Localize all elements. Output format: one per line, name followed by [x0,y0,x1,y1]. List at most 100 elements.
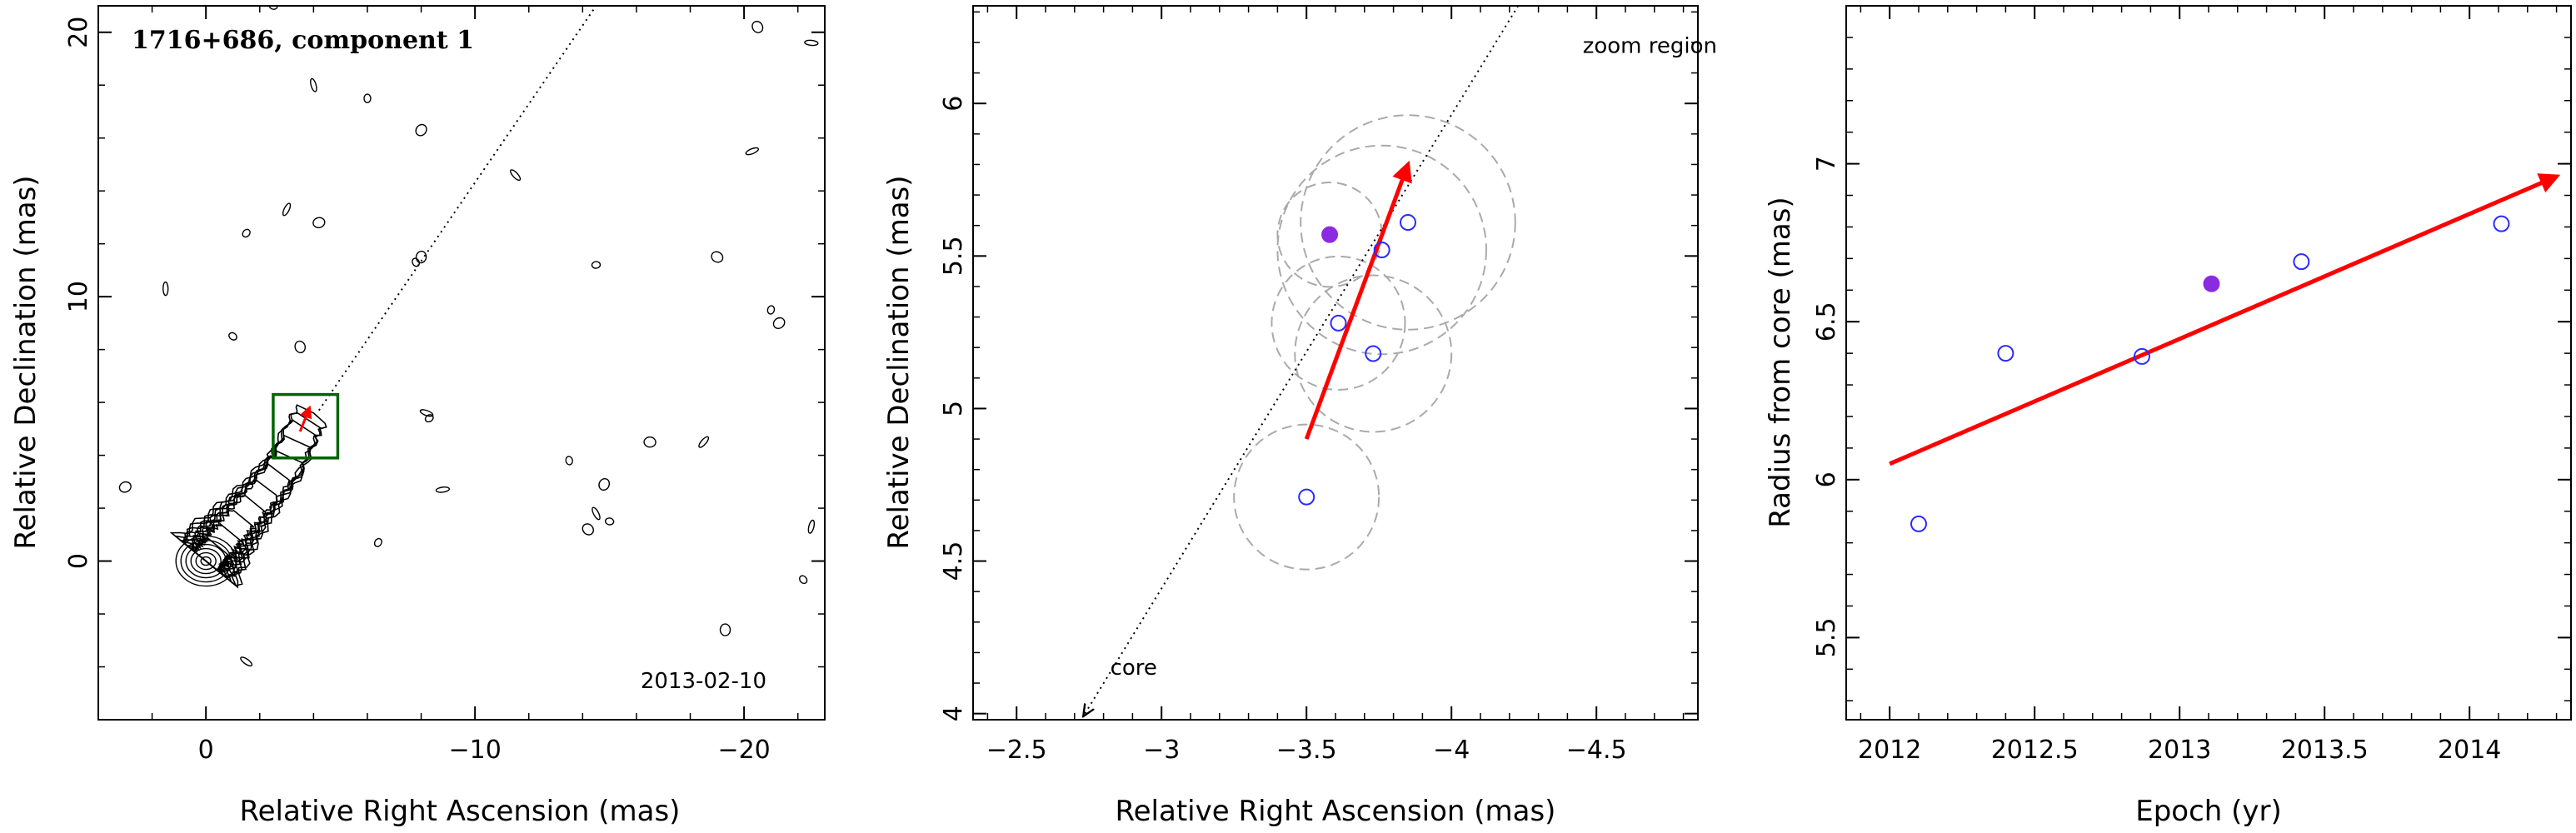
panel2-x-tick-label: −3 [1143,736,1180,765]
panel1-plot-area [118,6,819,667]
panel1-y-axis-title: Relative Declination (mas) [9,175,42,549]
jet-contour [169,404,327,586]
noise-contour [118,481,132,493]
data-point [2493,215,2510,232]
panel-contour-map: 0 −10 −20 0 10 20 1716+686, component 1 2013-… [9,5,826,828]
panel2-x-tick-label: −3.5 [1276,736,1337,765]
panel3-x-tick-label: 2012 [1858,736,1921,765]
noise-contour [162,281,169,297]
noise-contour [510,169,522,182]
data-point [1373,241,1390,258]
core-contour [180,539,232,583]
motion-arrow-small [298,405,312,432]
panel3-y-tick-label: 6 [1812,471,1841,487]
noise-contour [363,93,372,103]
core-contour [175,535,237,587]
noise-contour [766,305,776,315]
noise-contour [719,623,731,636]
panel2-x-tick-label: −2.5 [986,736,1047,765]
noise-contour [373,537,382,547]
panel3-x-tick-label: 2014 [2438,736,2501,765]
uncertainty-circle [1276,144,1487,356]
noise-contour [804,39,819,47]
uncertainty-circle [1294,274,1453,433]
data-point [1997,345,2014,362]
panel2-x-tick-label: −4 [1433,736,1470,765]
jet-contour [186,495,267,578]
noise-contour [415,250,427,264]
panel2-y-tick-label: 6 [939,96,968,112]
jet-contour [184,434,313,584]
noise-contour [435,486,451,493]
data-point [1365,345,1382,362]
panel-radius-vs-epoch: 2012 2012.5 2013 2013.5 2014 5.5 6 6.5 7 Epoch (… [1764,5,2572,828]
panel1-contours [118,6,819,667]
panel2-y-tick-label: 5.5 [939,236,968,276]
noise-contour [604,517,615,526]
noise-contour [582,523,594,536]
noise-contour [751,20,764,33]
panel3-y-tick-label: 6.5 [1812,302,1841,342]
noise-contour [711,251,724,263]
noise-contour [310,77,317,92]
panel2-y-tick-label: 5 [939,401,968,416]
panel1-y-tick-label: 10 [64,281,93,312]
jet-direction-line [318,6,597,412]
noise-contour [424,414,434,423]
panel2-x-tick-label: −4.5 [1566,736,1627,765]
noise-contour [772,317,786,329]
panel3-x-tick-label: 2012.5 [1991,736,2079,765]
panel1-y-tick-label: 0 [64,553,93,569]
noise-contour [412,257,421,267]
jet-contour [190,536,232,573]
jet-contour [179,419,318,586]
noise-contour [643,436,656,448]
panel3-x-tick-label: 2013.5 [2281,736,2369,765]
noise-contour [415,123,427,137]
noise-contour [799,575,808,585]
noise-contour [698,436,710,448]
noise-contour [294,340,307,354]
panel1-y-tick-label: 20 [64,17,93,48]
motion-arrow [1304,160,1412,440]
panel2-y-tick-label: 4.5 [939,541,968,581]
data-point-filled [2203,275,2220,292]
data-point-filled [1321,226,1339,243]
panel3-x-axis-title: Epoch (yr) [2135,795,2282,828]
noise-contour [565,456,573,466]
core-contour [195,551,217,571]
panel1-x-axis-title: Relative Right Ascension (mas) [240,795,681,828]
data-point [1298,488,1315,506]
noise-contour [745,147,760,156]
panel2-y-tick-label: 4 [939,706,968,721]
uncertainty-circle [1233,423,1380,571]
panel3-y-axis-title: Radius from core (mas) [1764,197,1797,527]
panel1-x-tick-label: −10 [448,736,501,765]
panel2-y-axis-title: Relative Declination (mas) [882,175,916,549]
panel3-frame [1845,5,2572,721]
panel1-date-label: 2013-02-10 [641,669,766,694]
panel2-marks [1083,6,1520,716]
jet-line [1083,6,1520,716]
noise-contour [268,6,278,10]
panel3-x-tick-label: 2013 [2148,736,2211,765]
panel1-frame [97,5,826,721]
panel2-plot-area [1083,6,1520,716]
noise-contour [228,332,237,341]
data-point [1910,515,1927,532]
panel3-y-tick-label: 7 [1812,156,1841,172]
noise-contour [242,228,251,238]
zoom-region-label: zoom region [1583,34,1717,59]
core-contour [185,543,227,579]
noise-contour [598,477,611,491]
panel2-x-axis-title: Relative Right Ascension (mas) [1116,795,1556,828]
panel1-x-tick-label: 0 [198,736,214,765]
core-contour [190,547,222,575]
noise-contour [592,506,601,521]
data-point [2293,253,2310,271]
panel1-axes: 0 −10 −20 0 10 20 [64,6,825,765]
panel3-axes: 2012 2012.5 2013 2013.5 2014 5.5 6 6.5 7 [1812,5,2571,765]
panel3-y-tick-label: 5.5 [1812,618,1841,658]
core-contour [200,556,212,566]
